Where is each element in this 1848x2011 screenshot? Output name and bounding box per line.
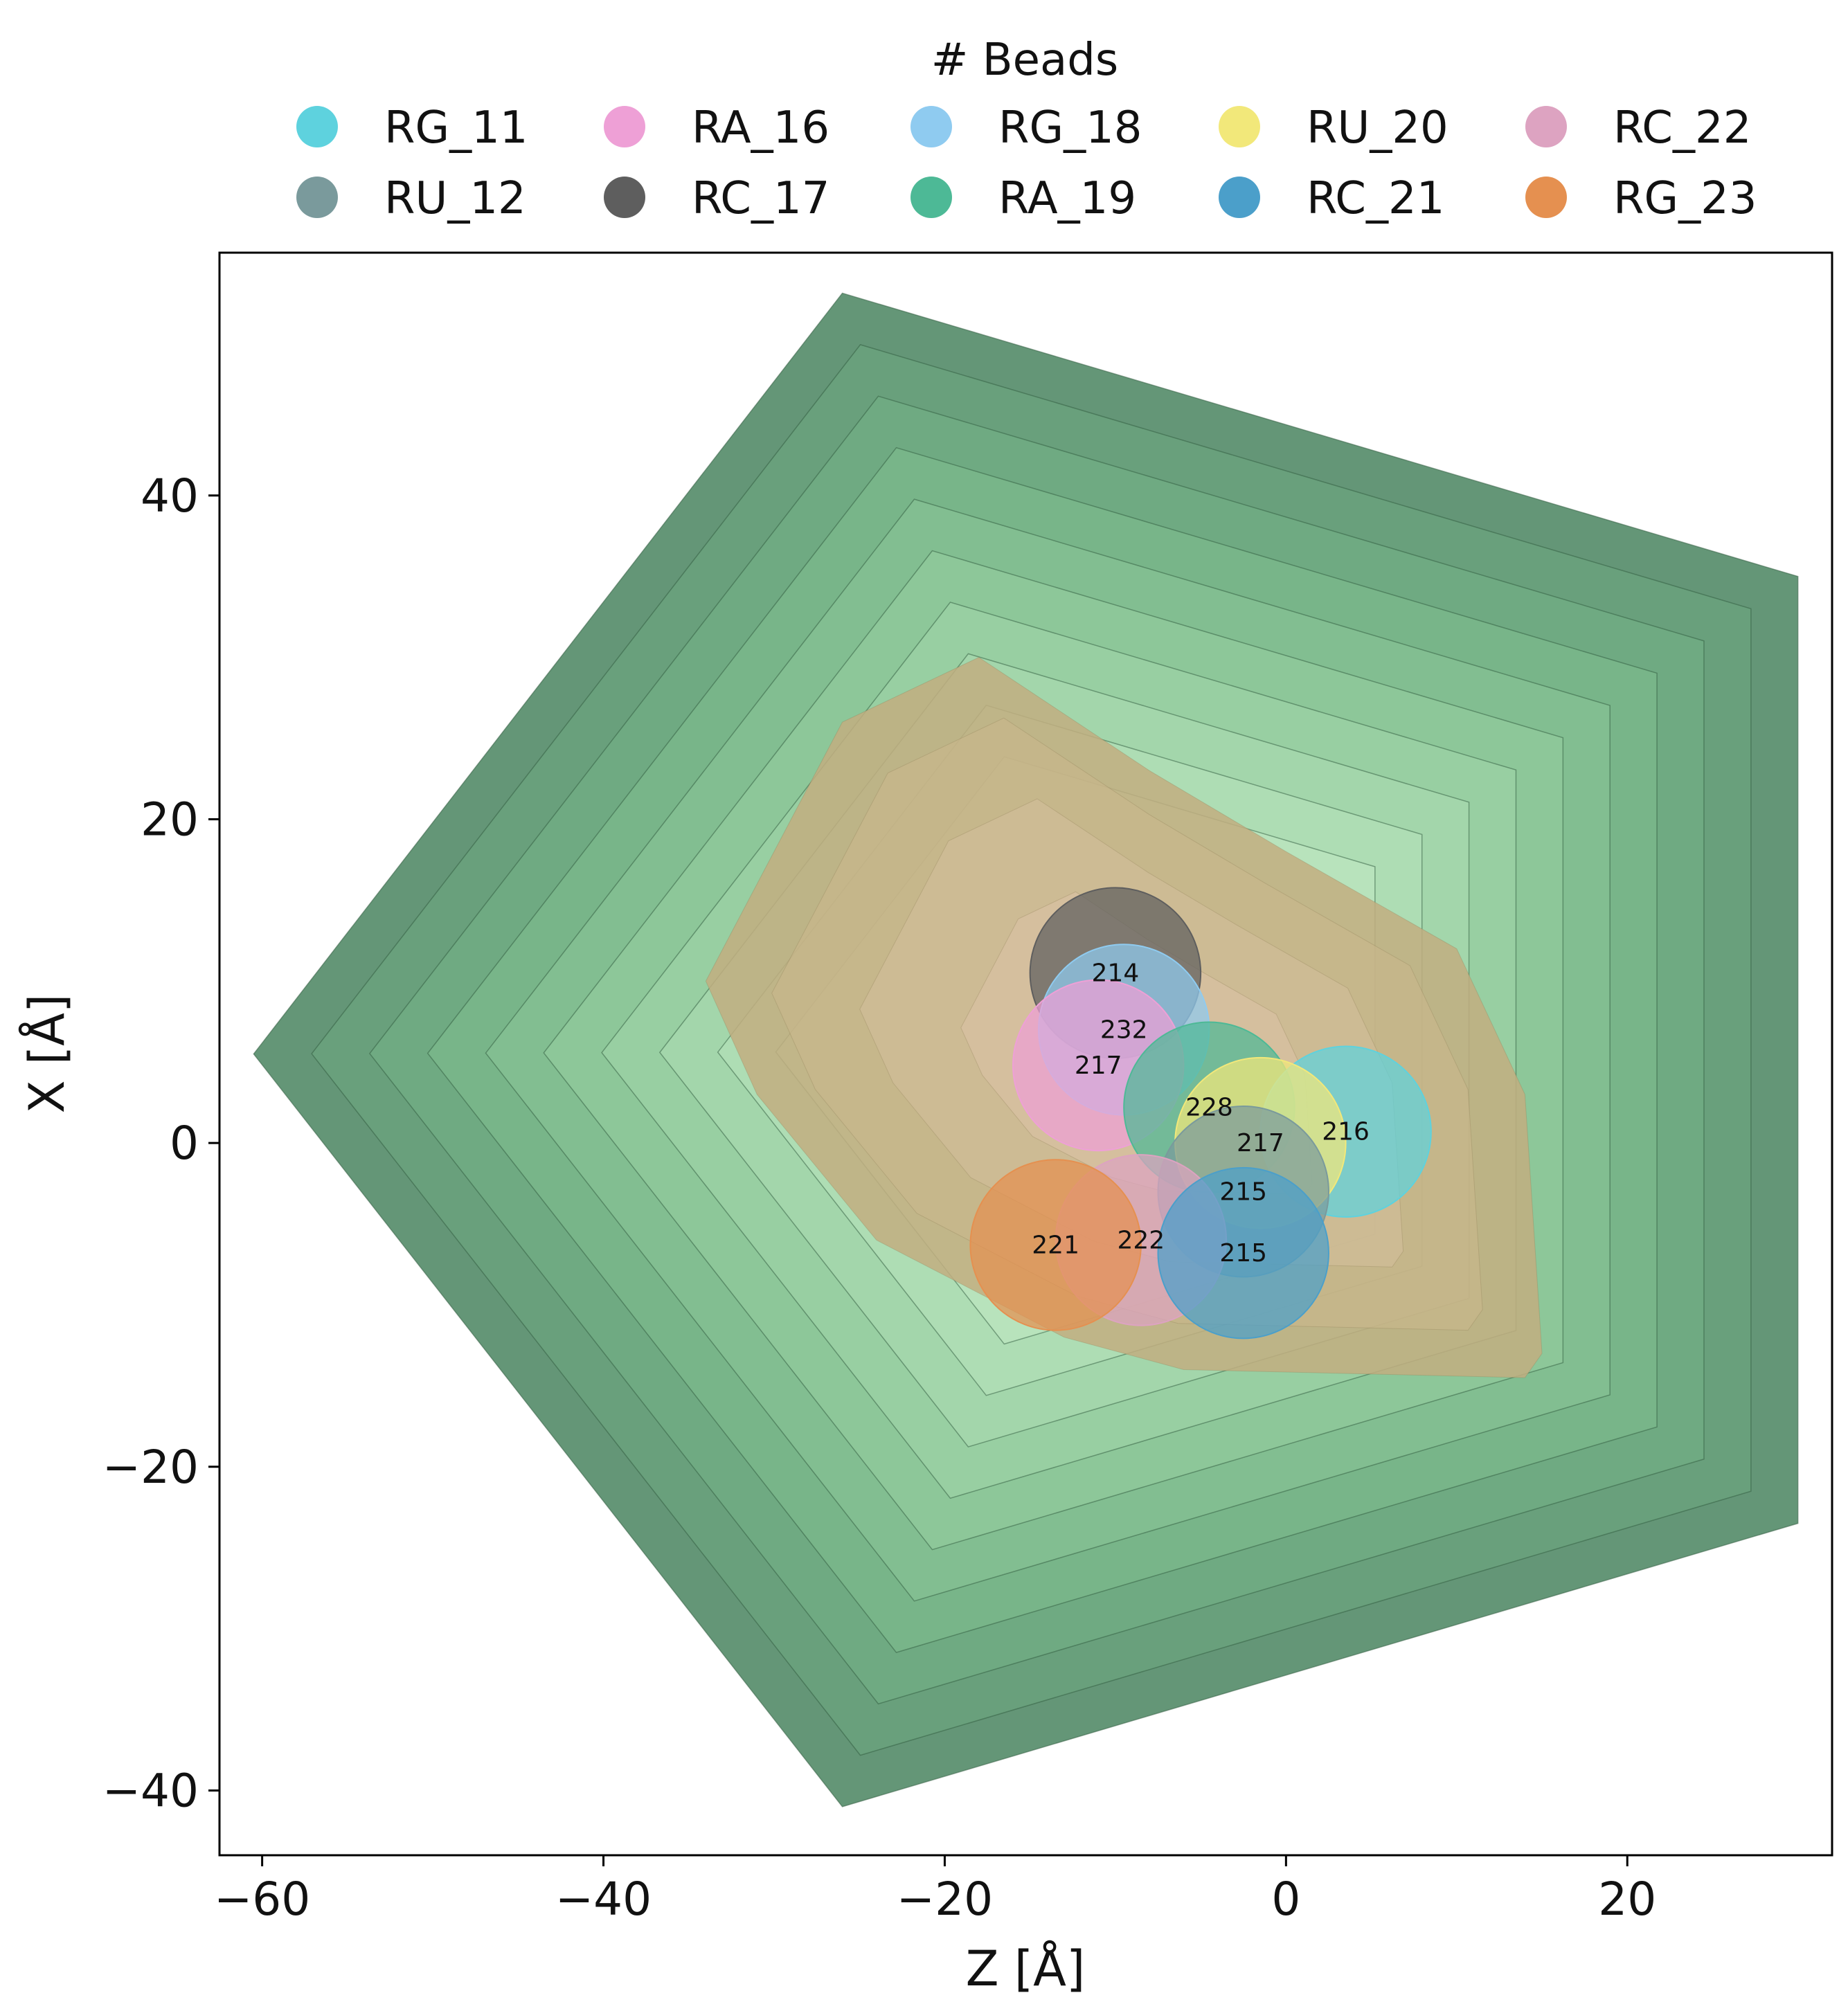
legend: # Beads RG_11 RU_12 RA_16 RC_17 RG_18 RA_19 RU… [296,35,1757,224]
legend-entry: RC_21 [1219,173,1444,224]
legend-marker [1219,106,1260,147]
legend-title: # Beads [931,35,1118,86]
bead-count-label: 222 [1117,1226,1165,1254]
legend-marker [296,177,338,218]
bead-rg-23 [969,1159,1142,1331]
legend-marker [296,106,338,147]
y-tick-label: −20 [102,1441,199,1494]
bead-count-label: 215 [1219,1239,1267,1268]
legend-label: RC_21 [1307,173,1444,224]
legend-label: RU_20 [1307,102,1448,154]
legend-entry: RG_18 [910,102,1142,154]
legend-label: RA_19 [998,173,1136,224]
bead-count-label: 217 [1075,1052,1122,1080]
legend-label: RC_17 [692,173,829,224]
y-axis-ticks: −40 −20 0 20 40 [102,469,219,1817]
legend-label: RG_18 [998,102,1142,154]
bead-rc-21 [1157,1166,1329,1340]
x-axis-ticks: −60 −40 −20 0 20 [214,1855,1656,1926]
y-tick-label: −40 [102,1764,199,1817]
bead-count-label: 216 [1322,1118,1370,1146]
legend-entry: RC_17 [604,173,829,224]
bead-count-label: 214 [1092,959,1140,988]
bead-count-label: 215 [1219,1178,1267,1206]
y-tick-label: 20 [141,793,199,846]
legend-marker [604,177,645,218]
y-axis-label: X [Å] [19,994,75,1114]
bead-count-label: 232 [1100,1016,1148,1044]
legend-marker [1219,177,1260,218]
bead-count-label: 217 [1237,1129,1284,1157]
legend-label: RG_23 [1613,173,1757,224]
legend-entries: RG_11 RU_12 RA_16 RC_17 RG_18 RA_19 RU_20 RC_21… [296,102,1757,224]
x-tick-label: −40 [555,1873,652,1926]
x-tick-label: −60 [214,1873,310,1926]
legend-entry: RG_23 [1525,173,1757,224]
legend-label: RG_11 [384,102,528,154]
legend-label: RU_12 [384,173,526,224]
x-tick-label: 20 [1598,1873,1656,1926]
legend-entry: RC_22 [1525,102,1751,154]
x-axis-label: Z [Å] [966,1940,1086,1997]
legend-entry: RU_20 [1219,102,1448,154]
legend-marker [910,106,952,147]
bead-count-label: 228 [1185,1094,1233,1122]
legend-entry: RA_19 [910,173,1136,224]
legend-entry: RA_16 [604,102,829,154]
legend-marker [910,177,952,218]
x-tick-label: 0 [1271,1873,1300,1926]
legend-entry: RG_11 [296,102,528,154]
y-tick-label: 0 [170,1117,199,1170]
plot-frame [218,251,1833,1857]
legend-label: RC_22 [1613,102,1751,154]
legend-marker [1525,106,1567,147]
y-tick-label: 40 [141,469,199,523]
legend-marker [1525,177,1567,218]
legend-marker [604,106,645,147]
x-tick-label: −20 [897,1873,993,1926]
legend-label: RA_16 [692,102,829,154]
bead-count-label: 221 [1032,1231,1079,1259]
legend-entry: RU_12 [296,173,526,224]
